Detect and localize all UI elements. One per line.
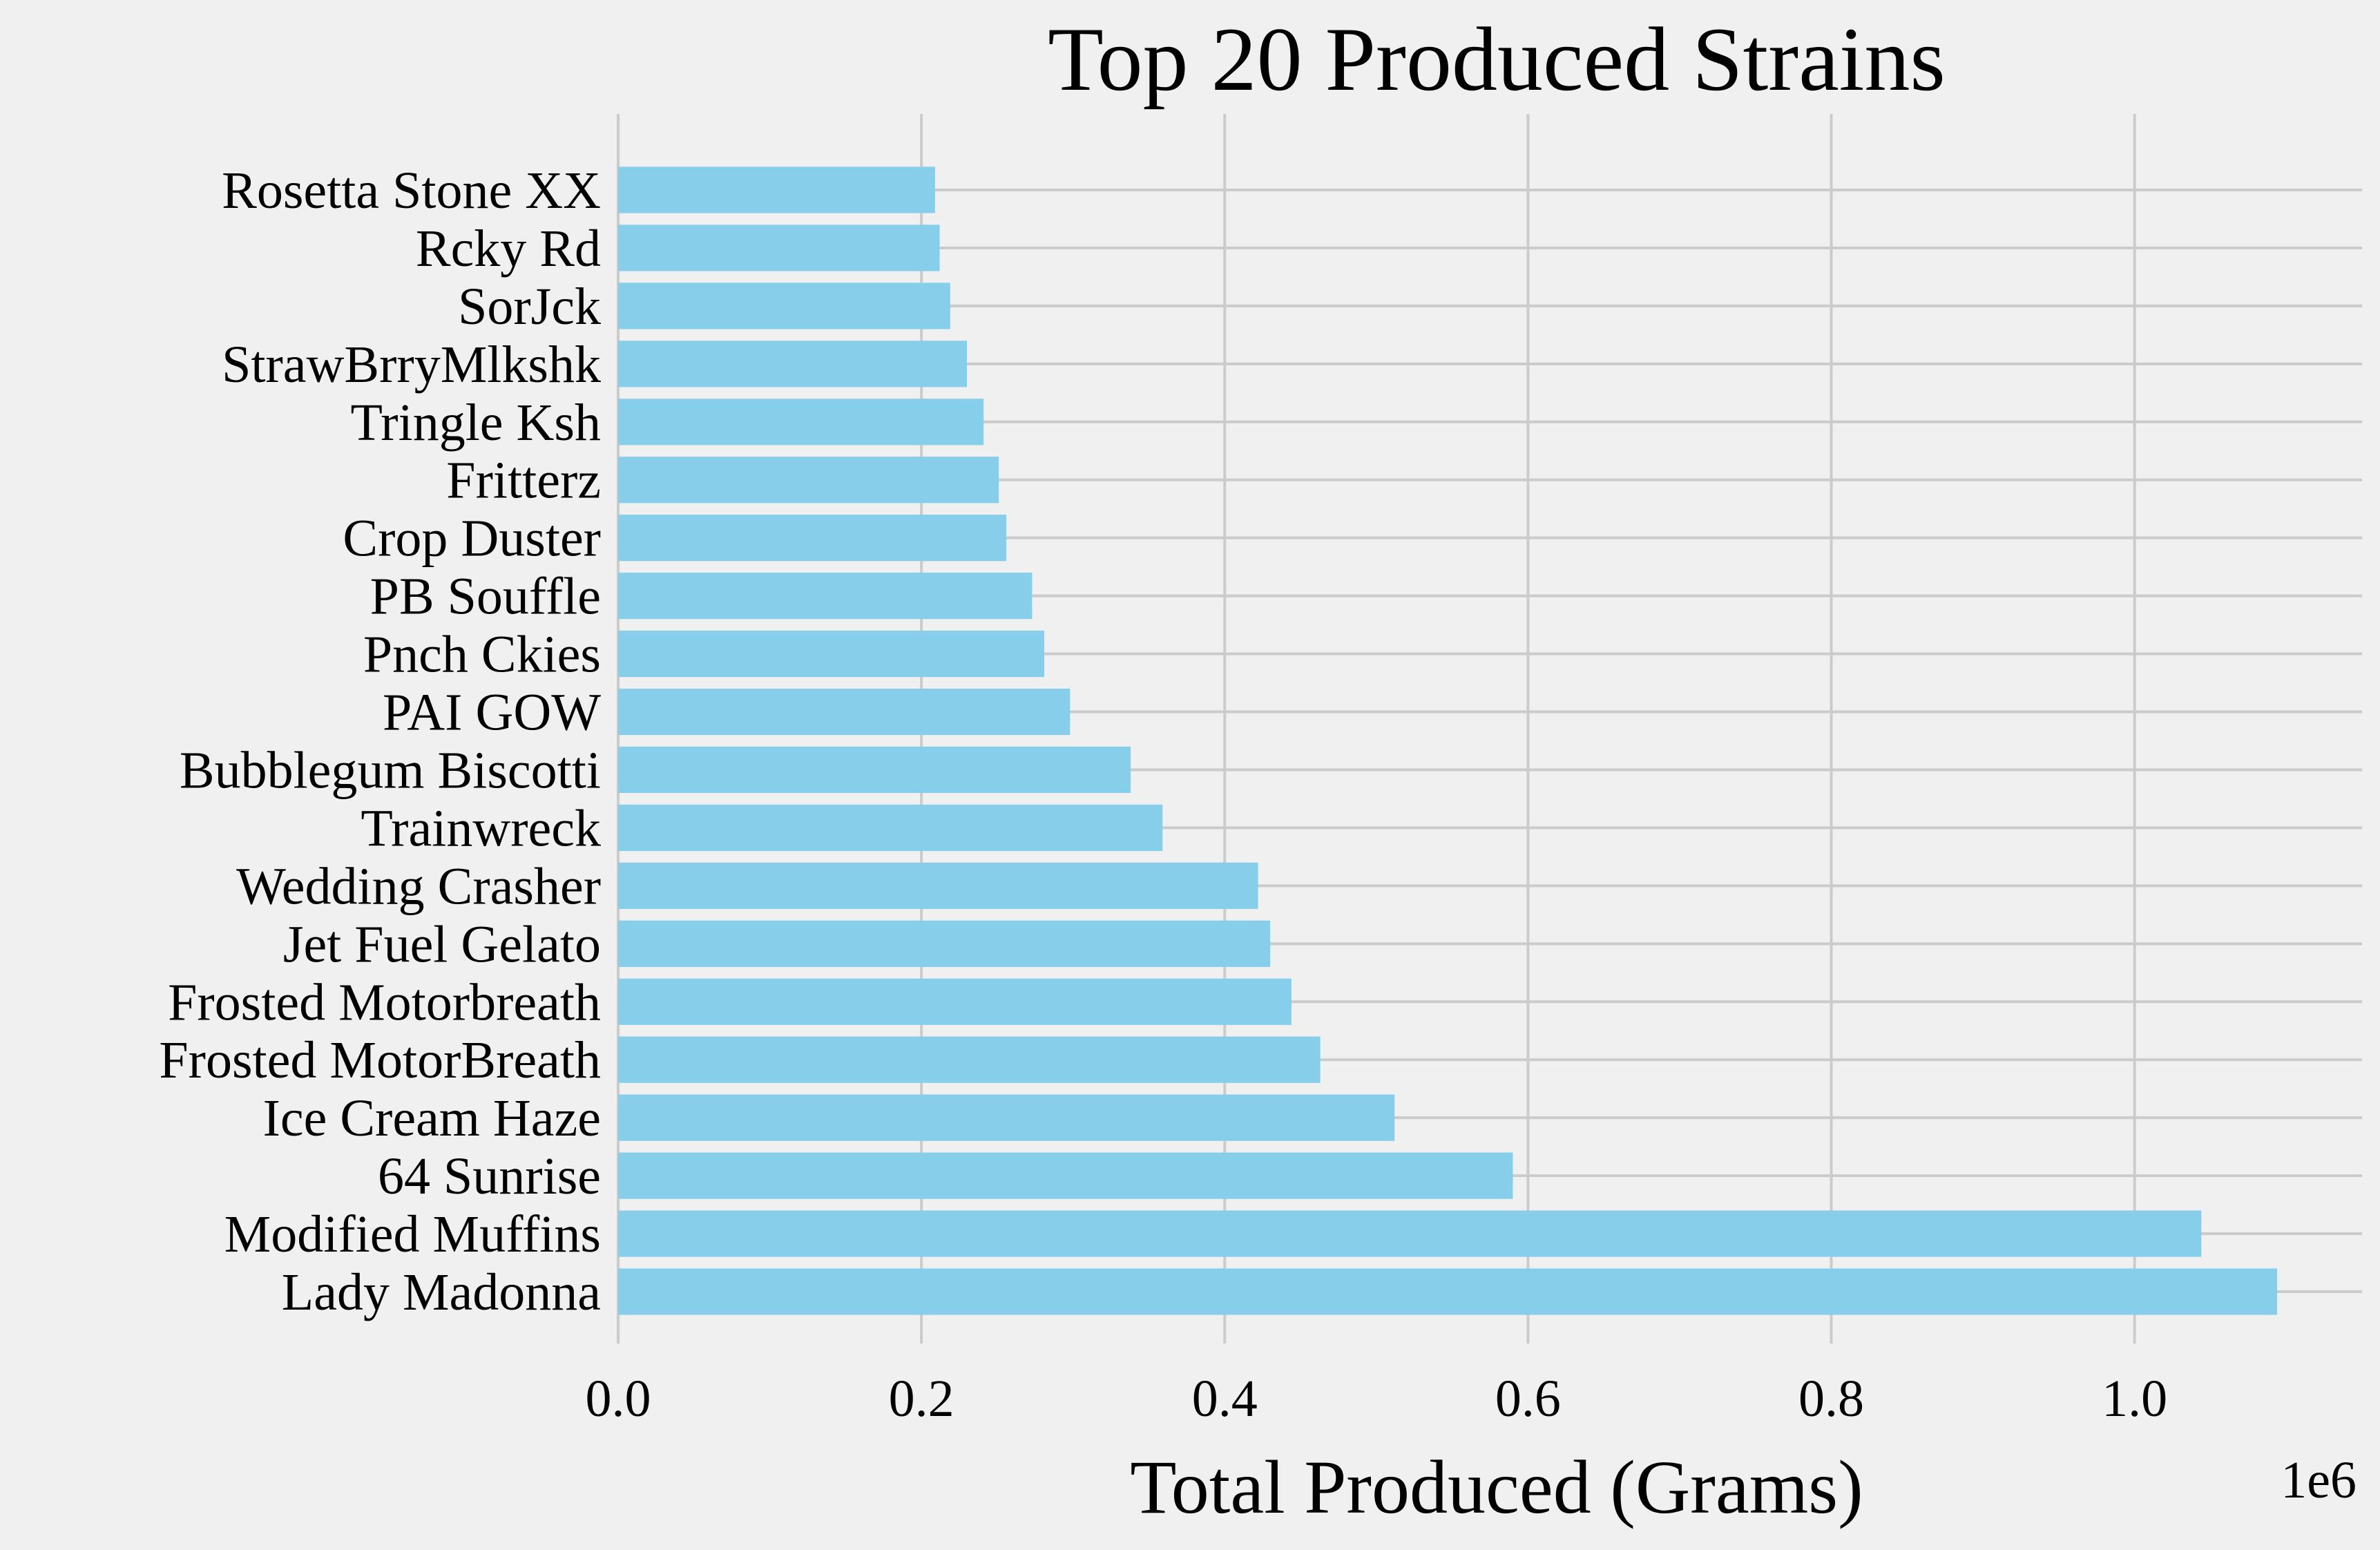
bar [618, 399, 984, 446]
x-tick-label: 0.8 [1798, 1370, 1864, 1428]
bar [618, 688, 1071, 736]
bar [618, 166, 935, 213]
bar [618, 457, 999, 504]
bar [618, 978, 1292, 1025]
bar [618, 283, 950, 329]
category-label: Ice Cream Haze [263, 1089, 601, 1147]
bars [618, 166, 2278, 1315]
category-label: Rcky Rd [416, 220, 601, 278]
bar [618, 920, 1271, 967]
category-label: Bubblegum Biscotti [180, 741, 601, 799]
x-tick-label: 0.2 [889, 1370, 954, 1428]
category-label: Modified Muffins [224, 1205, 601, 1263]
bar [618, 862, 1258, 909]
category-label: Lady Madonna [282, 1263, 601, 1321]
x-axis-offset-label: 1e6 [2281, 1451, 2357, 1509]
category-label: Trainwreck [361, 799, 601, 857]
x-tick-label: 0.0 [586, 1370, 651, 1428]
bar [618, 1094, 1395, 1141]
category-label: Frosted MotorBreath [159, 1031, 601, 1089]
category-label: PAI GOW [383, 684, 601, 742]
bar [618, 804, 1163, 851]
category-label: Tringle Ksh [351, 394, 601, 452]
category-label: Frosted Motorbreath [168, 973, 601, 1031]
bar [618, 224, 940, 271]
category-label: PB Souffle [370, 568, 601, 626]
x-axis-title: Total Produced (Grams) [1130, 1445, 1863, 1529]
category-label: Pnch Ckies [363, 626, 601, 684]
x-tick-label: 1.0 [2102, 1370, 2167, 1428]
x-tick-labels: 0.0 0.2 0.4 0.6 0.8 1.0 [586, 1370, 2168, 1428]
bar [618, 1152, 1513, 1199]
category-label: StrawBrryMlkshk [222, 336, 601, 394]
category-label: Rosetta Stone XX [222, 162, 601, 220]
category-label: Fritterz [446, 452, 601, 510]
x-tick-label: 0.4 [1192, 1370, 1258, 1428]
bar [618, 515, 1007, 562]
category-label: 64 Sunrise [378, 1147, 601, 1205]
category-label: Crop Duster [343, 510, 601, 568]
category-label: Wedding Crasher [236, 857, 601, 915]
category-label: SorJck [458, 278, 601, 336]
bar [618, 746, 1131, 794]
bar [618, 573, 1033, 620]
category-label: Jet Fuel Gelato [283, 915, 601, 973]
bar [618, 1210, 2202, 1257]
bar [618, 631, 1044, 678]
bar [618, 1036, 1321, 1083]
bar [618, 341, 967, 387]
bar [618, 1268, 2278, 1315]
x-tick-label: 0.6 [1495, 1370, 1561, 1428]
chart-title: Top 20 Produced Strains [1048, 8, 1946, 110]
